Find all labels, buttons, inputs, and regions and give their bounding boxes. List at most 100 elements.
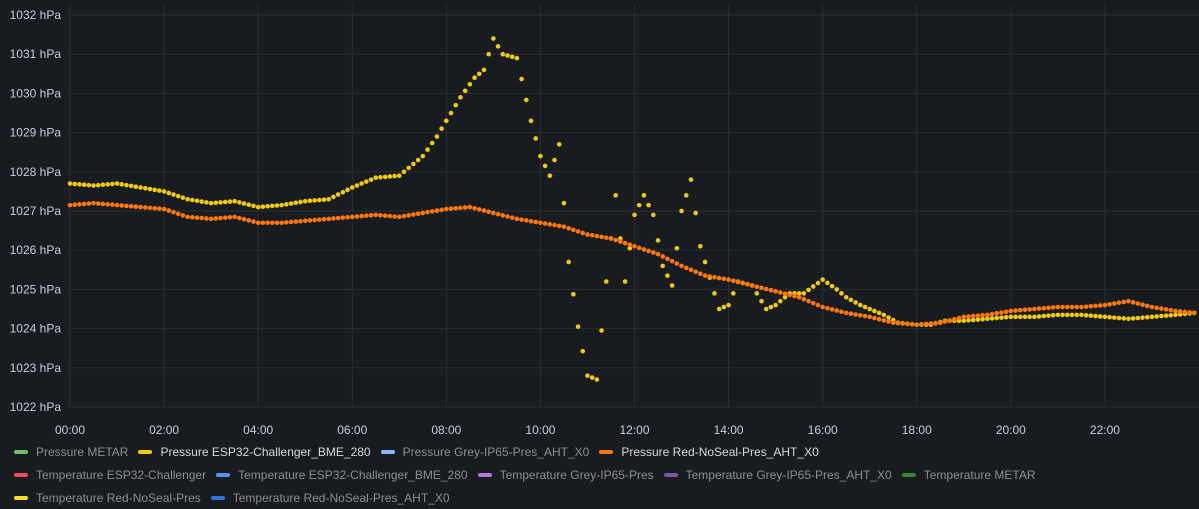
data-point [354, 183, 360, 188]
legend-item[interactable]: Pressure Grey-IP65-Pres_AHT_X0 [380, 444, 590, 459]
data-point [138, 185, 143, 190]
data-point [1097, 314, 1103, 319]
data-point [585, 232, 590, 237]
legend-item[interactable]: Temperature METAR [901, 467, 1036, 482]
legend-item[interactable]: Temperature Red-NoSeal-Pres [14, 491, 201, 505]
legend-item[interactable]: Temperature ESP32-Challenger_BME_280 [216, 468, 468, 482]
data-point [646, 202, 651, 208]
data-point [481, 208, 487, 213]
data-point [288, 201, 294, 206]
data-point [858, 312, 863, 318]
data-point [730, 291, 736, 296]
data-point [792, 293, 797, 299]
x-tick-label: 04:00 [243, 423, 273, 437]
y-tick-label: 1031 hPa [10, 47, 62, 61]
data-point [1126, 316, 1131, 322]
legend-swatch-icon [210, 495, 225, 500]
data-point [439, 126, 444, 131]
data-point [458, 95, 463, 100]
data-point [1060, 312, 1065, 318]
x-tick-label: 12:00 [619, 423, 649, 437]
x-tick-label: 10:00 [525, 423, 555, 437]
data-point [227, 214, 233, 220]
data-point [472, 205, 477, 211]
data-point [980, 312, 985, 318]
data-point [133, 204, 139, 209]
data-point [599, 234, 604, 240]
data-point [810, 284, 816, 289]
data-point [166, 208, 172, 213]
data-point [265, 203, 270, 209]
data-point [387, 213, 393, 219]
data-point [439, 207, 444, 213]
data-point [810, 300, 816, 306]
legend-item[interactable]: Temperature Red-NoSeal-Pres_AHT_X0 [210, 491, 450, 505]
data-point [1093, 303, 1098, 309]
data-point [81, 201, 87, 207]
data-point [382, 213, 388, 219]
data-point [905, 321, 910, 327]
legend-label: Pressure Red-NoSeal-Pres_AHT_X0 [621, 444, 819, 459]
data-point [571, 227, 576, 233]
data-point [222, 215, 228, 220]
legend-label: Pressure Grey-IP65-Pres_AHT_X0 [402, 444, 590, 459]
legend-item[interactable]: Temperature Grey-IP65-Pres [477, 468, 654, 482]
legend-item[interactable]: Temperature Grey-IP65-Pres_AHT_X0 [663, 468, 892, 482]
data-point [961, 318, 967, 324]
data-point [255, 204, 261, 210]
data-point [312, 217, 317, 223]
pressure-chart: 1022 hPa 1023 hPa 1024 hPa 1025 hPa 1026 hPa… [10, 5, 1199, 437]
data-point [895, 320, 901, 326]
data-point [1191, 310, 1197, 316]
data-point [284, 202, 289, 207]
data-point [914, 322, 920, 327]
data-point [956, 315, 962, 321]
data-point [1013, 314, 1018, 320]
data-point [829, 283, 835, 289]
data-point [133, 184, 139, 189]
data-point [970, 317, 976, 323]
data-point [829, 307, 835, 312]
legend-swatch-icon [216, 472, 231, 477]
data-point [1079, 312, 1084, 318]
legend-item[interactable]: Pressure Red-NoSeal-Pres_AHT_X0 [599, 444, 819, 459]
data-point [246, 202, 252, 208]
data-point [1144, 314, 1150, 320]
legend-item[interactable]: Temperature ESP32-Challenger [14, 468, 206, 482]
legend-swatch-icon [14, 472, 28, 477]
data-point [429, 209, 435, 214]
legend-label: Temperature METAR [923, 467, 1036, 482]
legend-swatch-icon [477, 472, 492, 477]
data-point [613, 237, 618, 243]
data-point [415, 211, 421, 217]
data-point [194, 215, 200, 220]
data-point [867, 314, 873, 320]
data-point [373, 175, 379, 180]
data-point [1008, 314, 1014, 320]
data-point [298, 199, 303, 205]
data-point [533, 219, 539, 225]
data-point [768, 304, 774, 310]
data-point [185, 214, 190, 220]
data-point [1032, 306, 1037, 312]
data-point [406, 165, 412, 171]
legend-item[interactable]: Pressure METAR [14, 445, 128, 459]
data-point [67, 181, 73, 186]
data-point [1093, 313, 1098, 319]
data-point [72, 181, 78, 187]
data-point [114, 202, 120, 208]
data-point [161, 206, 167, 212]
data-point [349, 185, 355, 190]
data-point [763, 286, 769, 292]
data-point [213, 200, 219, 206]
data-point [1116, 300, 1122, 306]
data-point [1177, 309, 1183, 314]
data-point [232, 214, 237, 220]
data-point [190, 214, 195, 220]
data-point [524, 218, 529, 223]
data-point [632, 212, 637, 218]
data-point [872, 308, 877, 314]
legend-item[interactable]: Pressure ESP32-Challenger_BME_280 [138, 445, 371, 459]
data-point [119, 182, 125, 187]
data-point [288, 219, 294, 225]
